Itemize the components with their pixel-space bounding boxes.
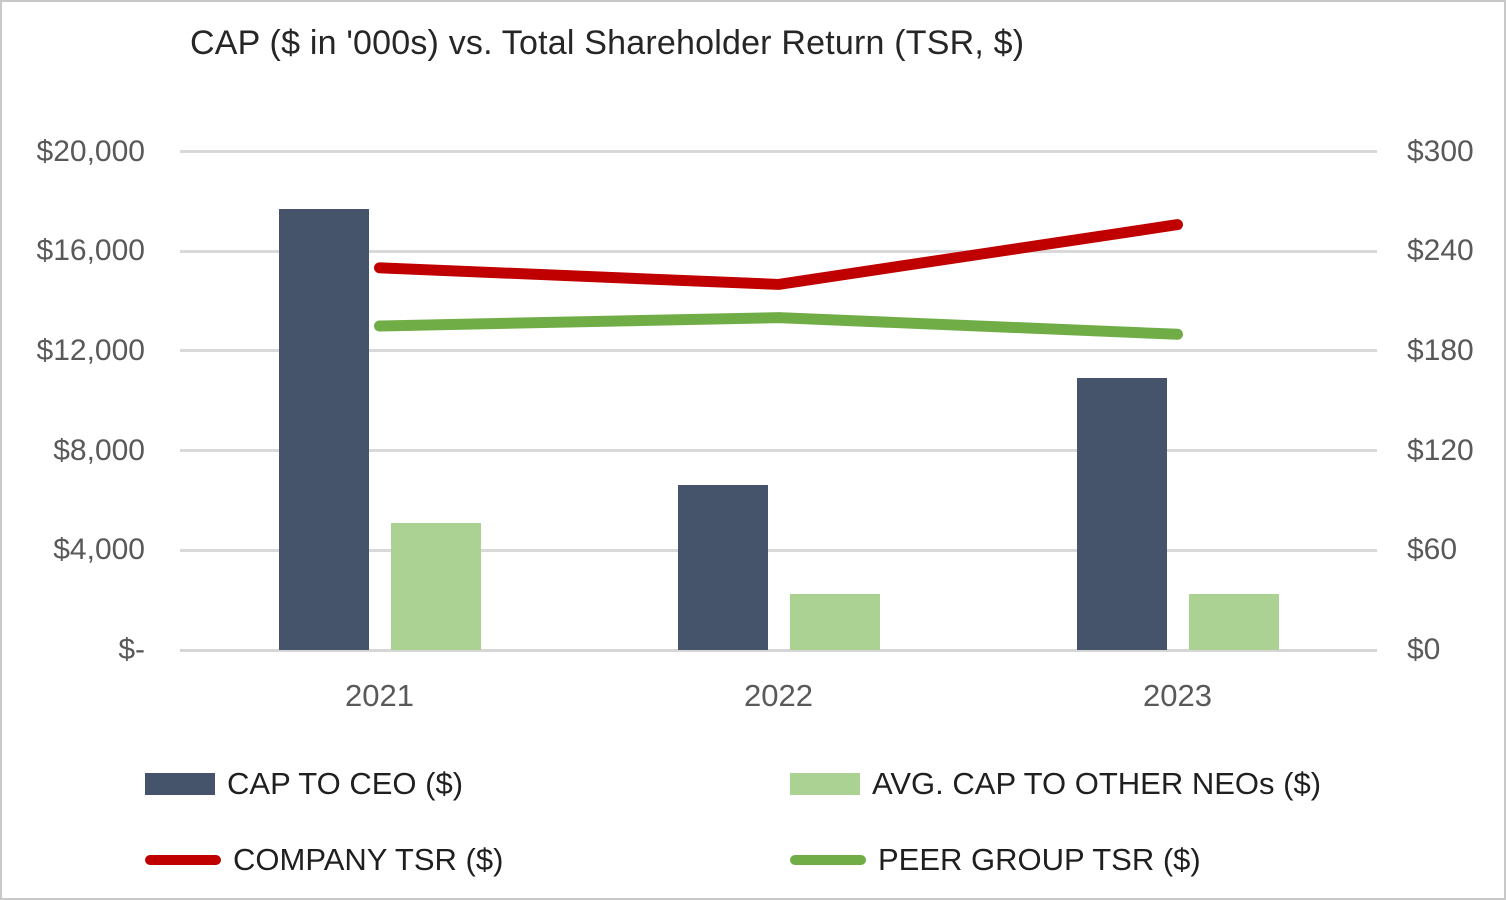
x-axis-tick-2023: 2023	[1143, 678, 1212, 713]
chart-title: CAP ($ in '000s) vs. Total Shareholder R…	[190, 24, 1025, 62]
legend-label: COMPANY TSR ($)	[233, 842, 504, 877]
y-axis-left-tick: $20,000	[36, 134, 145, 168]
legend-item-cap-to-ceo: CAP TO CEO ($)	[145, 766, 790, 802]
gridline	[180, 150, 1377, 153]
y-axis-left-tick: $16,000	[36, 234, 145, 268]
legend: CAP TO CEO ($) AVG. CAP TO OTHER NEOs ($)…	[145, 762, 1435, 898]
gridline	[180, 548, 1377, 552]
line-company-tsr	[374, 219, 1183, 290]
y-axis-left-tick: $12,000	[36, 333, 145, 367]
line-peer-group-tsr	[374, 312, 1183, 340]
y-axis-right-tick: $180	[1407, 333, 1474, 367]
y-axis-left-tick: $8,000	[53, 433, 145, 467]
legend-item-company-tsr: COMPANY TSR ($)	[145, 842, 790, 878]
legend-swatch-bar-icon	[790, 773, 860, 795]
y-axis-left-tick: $4,000	[53, 533, 145, 567]
legend-item-avg-cap-to-other-neos: AVG. CAP TO OTHER NEOs ($)	[790, 766, 1435, 802]
x-axis-line	[180, 648, 1377, 652]
x-axis-tick-2021: 2021	[345, 678, 414, 713]
legend-swatch-line-icon	[145, 855, 221, 865]
bar-avg-cap-to-other-neos-2023	[1188, 593, 1279, 650]
legend-label: CAP TO CEO ($)	[227, 766, 464, 801]
y-axis-right-tick: $0	[1407, 633, 1441, 666]
gridline	[180, 449, 1377, 453]
legend-item-peer-group-tsr: PEER GROUP TSR ($)	[790, 842, 1435, 878]
legend-row: CAP TO CEO ($) AVG. CAP TO OTHER NEOs ($)	[145, 762, 1435, 806]
x-axis-tick-2022: 2022	[744, 678, 813, 713]
legend-swatch-line-icon	[790, 855, 866, 865]
bar-cap-to-ceo-2023	[1076, 378, 1167, 650]
legend-swatch-bar-icon	[145, 773, 215, 795]
bar-cap-to-ceo-2021	[278, 208, 369, 650]
legend-row: COMPANY TSR ($) PEER GROUP TSR ($)	[145, 838, 1435, 882]
legend-label: AVG. CAP TO OTHER NEOs ($)	[872, 766, 1322, 801]
y-axis-right-tick: $60	[1407, 533, 1458, 567]
bar-avg-cap-to-other-neos-2022	[789, 593, 880, 650]
y-axis-right-tick: $120	[1407, 433, 1474, 467]
y-axis-left-tick: $-	[118, 633, 145, 666]
gridline	[180, 349, 1377, 353]
y-axis-right-tick: $240	[1407, 234, 1474, 268]
bar-avg-cap-to-other-neos-2021	[390, 522, 481, 650]
legend-label: PEER GROUP TSR ($)	[878, 842, 1201, 877]
bar-cap-to-ceo-2022	[677, 485, 768, 650]
y-axis-right-tick: $300	[1407, 134, 1474, 168]
